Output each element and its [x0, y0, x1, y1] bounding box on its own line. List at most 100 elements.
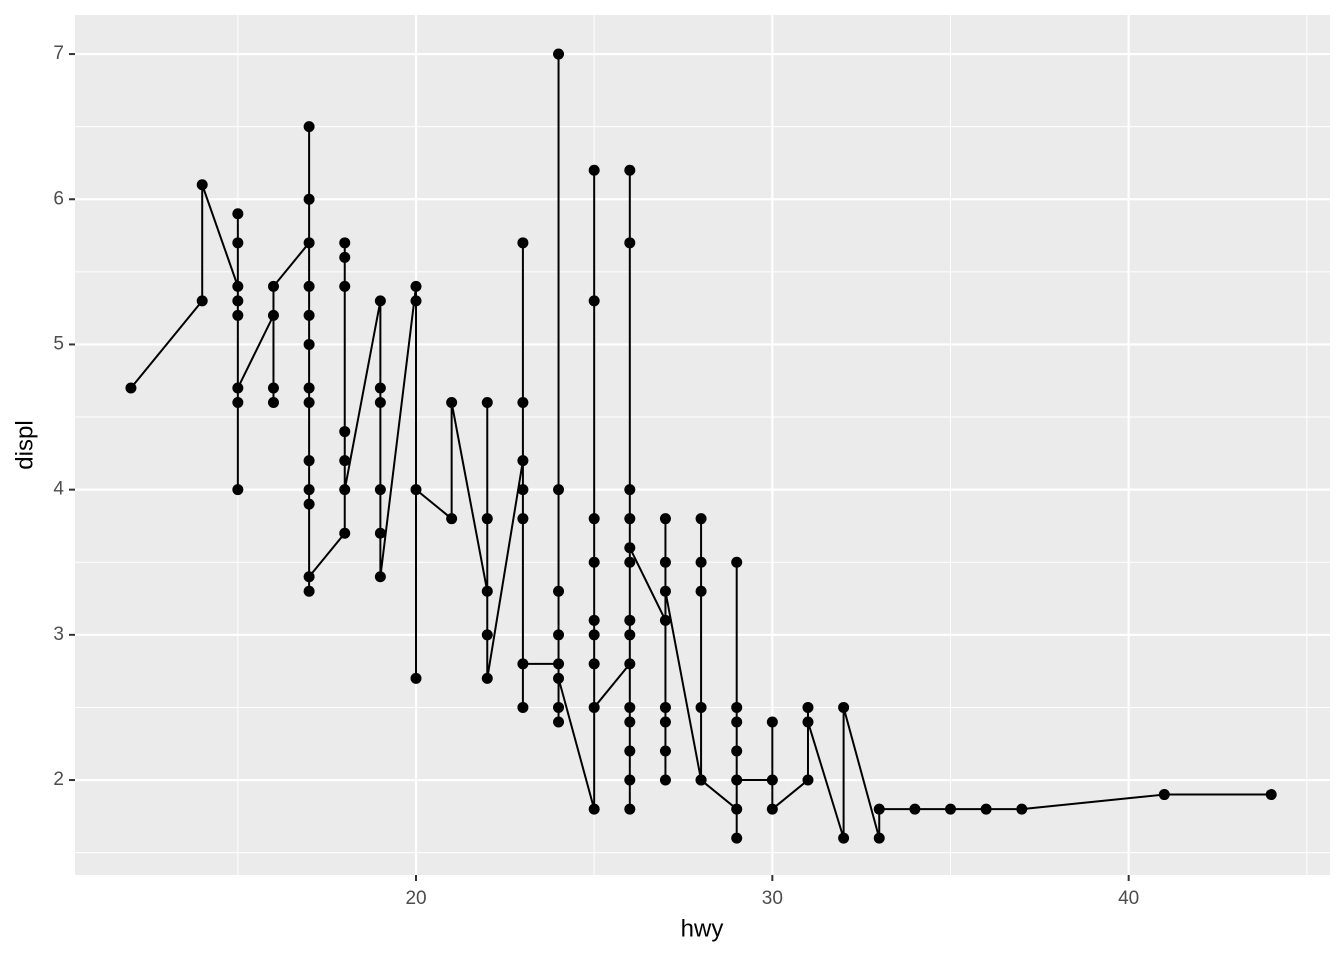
x-tick-label: 40 — [1118, 888, 1139, 909]
data-point — [802, 774, 814, 786]
data-point — [196, 179, 208, 191]
data-point — [659, 745, 671, 757]
data-point — [267, 309, 279, 321]
data-point — [624, 484, 636, 496]
data-point — [303, 193, 315, 205]
data-point — [624, 745, 636, 757]
data-point — [624, 614, 636, 626]
data-point — [267, 382, 279, 394]
data-point — [731, 716, 743, 728]
data-point — [802, 701, 814, 713]
data-point — [624, 803, 636, 815]
data-point — [731, 803, 743, 815]
data-point — [624, 542, 636, 554]
data-point — [695, 513, 707, 525]
data-point — [374, 484, 386, 496]
data-point — [303, 571, 315, 583]
data-point — [517, 455, 529, 467]
data-point — [267, 397, 279, 409]
data-point — [339, 484, 351, 496]
data-point — [553, 658, 565, 670]
data-point — [1265, 789, 1277, 801]
data-point — [909, 803, 921, 815]
data-point — [339, 527, 351, 539]
data-point — [659, 716, 671, 728]
data-point — [553, 585, 565, 597]
data-point — [624, 556, 636, 568]
data-point — [873, 803, 885, 815]
data-point — [731, 745, 743, 757]
data-point — [303, 280, 315, 292]
x-tick-label: 20 — [405, 888, 426, 909]
data-point — [588, 658, 600, 670]
data-point — [945, 803, 957, 815]
data-point — [374, 527, 386, 539]
data-point — [980, 803, 992, 815]
data-point — [588, 556, 600, 568]
data-point — [303, 484, 315, 496]
data-point — [659, 701, 671, 713]
data-point — [517, 658, 529, 670]
data-point — [731, 701, 743, 713]
data-point — [339, 280, 351, 292]
data-point — [303, 237, 315, 249]
y-axis-title: displ — [11, 420, 38, 469]
data-point — [232, 484, 244, 496]
data-point — [553, 48, 565, 60]
x-tick-label: 30 — [762, 888, 783, 909]
data-point — [125, 382, 137, 394]
data-point — [553, 484, 565, 496]
plot-panel — [75, 15, 1330, 875]
data-point — [588, 629, 600, 641]
data-point — [232, 237, 244, 249]
data-point — [446, 397, 458, 409]
data-point — [624, 716, 636, 728]
data-point — [553, 701, 565, 713]
y-tick-label: 4 — [53, 479, 64, 500]
data-point — [339, 455, 351, 467]
data-point — [303, 397, 315, 409]
data-point — [659, 556, 671, 568]
data-point — [196, 295, 208, 307]
data-point — [553, 672, 565, 684]
data-point — [481, 629, 493, 641]
data-point — [374, 382, 386, 394]
data-point — [553, 629, 565, 641]
data-point — [481, 585, 493, 597]
data-point — [446, 513, 458, 525]
x-axis-title: hwy — [681, 915, 724, 942]
data-point — [731, 832, 743, 844]
data-point — [1016, 803, 1028, 815]
data-point — [517, 237, 529, 249]
data-point — [374, 571, 386, 583]
y-tick-label: 6 — [53, 188, 64, 209]
data-point — [838, 832, 850, 844]
data-point — [624, 237, 636, 249]
y-tick-label: 3 — [53, 624, 64, 645]
data-point — [659, 513, 671, 525]
data-point — [588, 513, 600, 525]
data-point — [802, 716, 814, 728]
data-point — [624, 629, 636, 641]
data-point — [659, 585, 671, 597]
data-point — [303, 585, 315, 597]
data-point — [374, 397, 386, 409]
data-point — [303, 455, 315, 467]
y-tick-label: 2 — [53, 769, 64, 790]
data-point — [695, 701, 707, 713]
data-point — [303, 338, 315, 350]
data-point — [339, 426, 351, 438]
data-point — [232, 309, 244, 321]
data-point — [303, 309, 315, 321]
data-point — [481, 397, 493, 409]
data-point — [374, 295, 386, 307]
data-point — [267, 280, 279, 292]
data-point — [766, 774, 778, 786]
data-point — [624, 164, 636, 176]
data-point — [838, 701, 850, 713]
data-point — [873, 832, 885, 844]
data-point — [588, 164, 600, 176]
data-point — [695, 774, 707, 786]
data-point — [659, 774, 671, 786]
